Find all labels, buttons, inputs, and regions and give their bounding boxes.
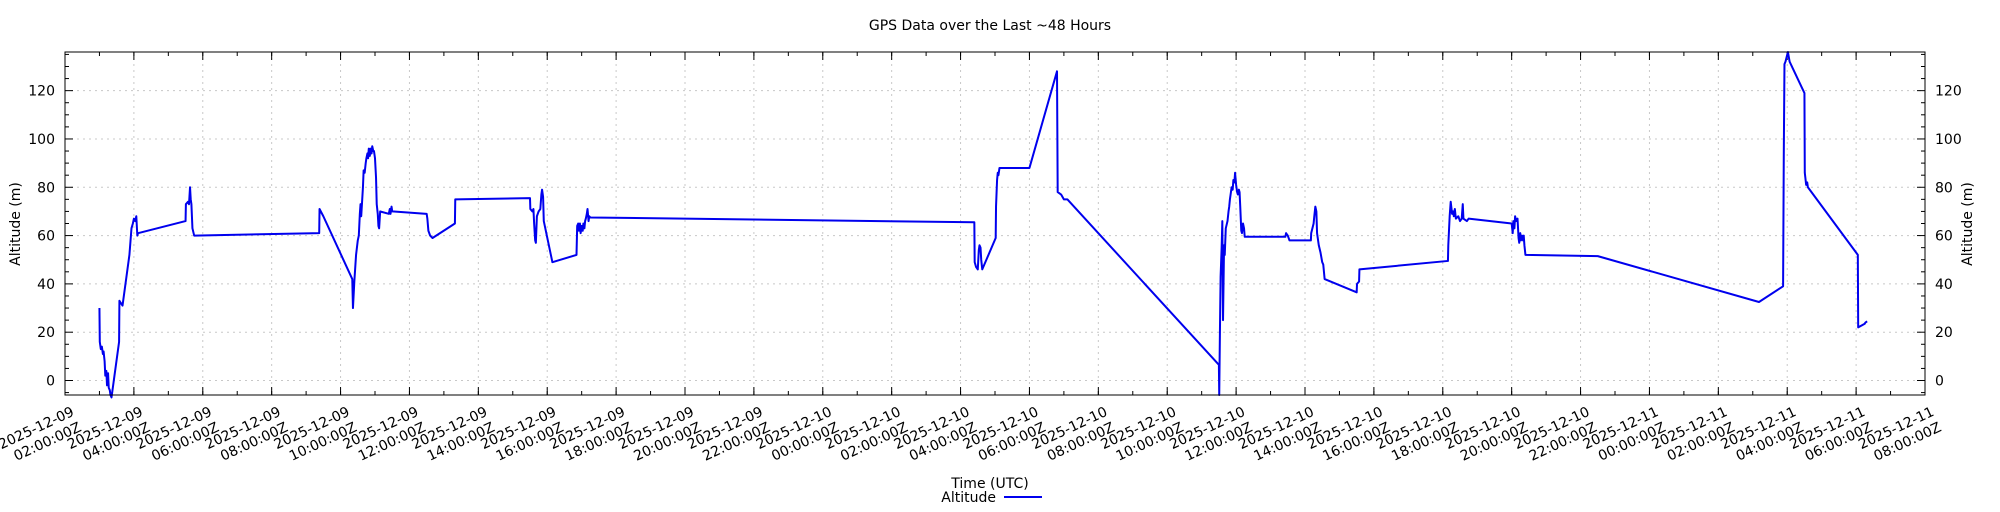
y-tick-label-right: 60: [1935, 229, 1953, 245]
y-tick-label-right: 120: [1935, 84, 1962, 100]
plot-frame: [64, 51, 1926, 396]
y-tick-label-left: 100: [28, 132, 55, 148]
y-tick-label-left: 60: [37, 229, 55, 245]
y-tick-label-left: 120: [28, 84, 55, 100]
y-tick-label-right: 0: [1935, 374, 1944, 390]
y-tick-label-right: 20: [1935, 325, 1953, 341]
y-tick-label-left: 80: [37, 180, 55, 196]
y-tick-label-right: 80: [1935, 180, 1953, 196]
y-axis-title-right: Altitude (m): [1960, 182, 1976, 266]
chart-title: GPS Data over the Last ~48 Hours: [869, 18, 1111, 34]
y-tick-label-left: 0: [46, 374, 55, 390]
y-tick-label-right: 40: [1935, 277, 1953, 293]
y-tick-label-right: 100: [1935, 132, 1962, 148]
legend-label-altitude: Altitude: [941, 490, 996, 506]
x-tick-label: 2025-12-1108:00:00Z: [1856, 404, 1944, 468]
legend: Altitude: [941, 490, 1042, 506]
y-axis-title-left: Altitude (m): [8, 182, 24, 266]
y-tick-label-left: 40: [37, 277, 55, 293]
series-layer: [98, 51, 1868, 399]
x-axis-title: Time (UTC): [950, 476, 1028, 492]
y-tick-label-left: 20: [37, 325, 55, 341]
series-line-altitude: [98, 51, 1868, 399]
